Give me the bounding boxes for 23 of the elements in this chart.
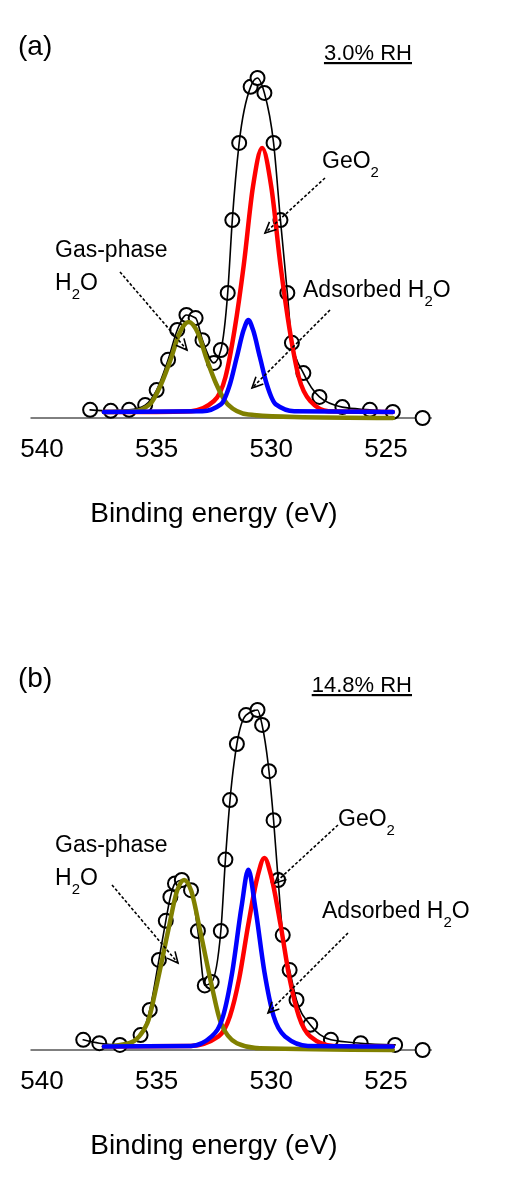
annotation: Adsorbed H$_{2}$O bbox=[303, 276, 451, 309]
point bbox=[414, 1042, 431, 1058]
annotation: Gas-phase H$_{2}$O bbox=[55, 831, 168, 897]
x-tick-label: 525 bbox=[364, 433, 408, 463]
annotation: GeO$_{2}$ bbox=[338, 805, 395, 838]
point bbox=[414, 410, 431, 426]
annotation: Adsorbed H$_{2}$O bbox=[322, 897, 470, 930]
x-tick-label: 540 bbox=[20, 1065, 64, 1095]
x-axis-title: Binding energy (eV) bbox=[90, 497, 338, 528]
text: 3.0% RH bbox=[323, 40, 412, 65]
x-tick-label: 530 bbox=[249, 433, 293, 463]
chart-title: (b) bbox=[18, 662, 53, 693]
x-tick-label: 530 bbox=[249, 1065, 293, 1095]
x-tick-label: 525 bbox=[364, 1065, 408, 1095]
annotation: Gas-phase H$_{2}$O bbox=[55, 236, 168, 302]
x-axis-title: Binding energy (eV) bbox=[90, 1129, 338, 1160]
x-tick-label: 535 bbox=[134, 433, 179, 463]
point bbox=[75, 1031, 92, 1048]
x-tick-label: 535 bbox=[134, 1065, 179, 1095]
annotation: GeO$_{2}$ bbox=[322, 147, 379, 180]
x-tick-label: 540 bbox=[20, 433, 64, 463]
text: 14.8% RH bbox=[311, 672, 412, 697]
chart-title: (a) bbox=[18, 30, 53, 61]
